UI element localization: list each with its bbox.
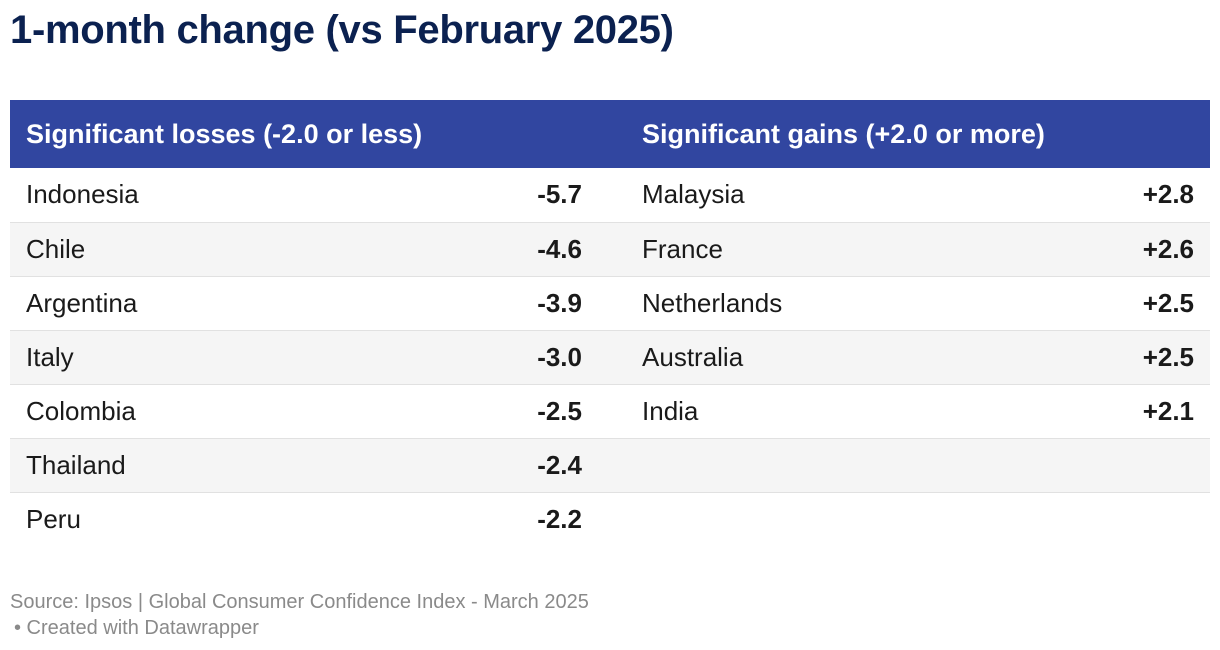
- loss-value: -2.4: [310, 438, 582, 493]
- table-row: Italy -3.0 Australia +2.5: [10, 330, 1211, 385]
- column-gap: [582, 330, 627, 385]
- table-body: Indonesia -5.7 Malaysia +2.8 Chile -4.6 France…: [10, 168, 1211, 546]
- table-row: Thailand -2.4: [10, 438, 1211, 493]
- gain-country: Malaysia: [626, 168, 927, 223]
- credit-note: • Created with Datawrapper: [14, 617, 259, 639]
- column-gap: [582, 222, 627, 277]
- losses-header: Significant losses (-2.0 or less): [26, 118, 423, 149]
- gain-value: +2.1: [926, 384, 1211, 439]
- empty-cell: [926, 438, 1211, 493]
- loss-value: -5.7: [310, 168, 582, 223]
- column-gap: [582, 168, 627, 223]
- table-row: Indonesia -5.7 Malaysia +2.8: [10, 168, 1211, 223]
- table-header-row: Significant losses (-2.0 or less) Signif…: [10, 100, 1211, 168]
- gain-value: +2.5: [926, 330, 1211, 385]
- loss-country: Italy: [10, 330, 310, 385]
- loss-country: Indonesia: [10, 168, 310, 223]
- column-gap: [582, 492, 626, 546]
- gain-country: Netherlands: [626, 276, 927, 331]
- loss-value: -2.5: [310, 384, 582, 439]
- gain-value: +2.6: [926, 222, 1211, 277]
- loss-value: -3.0: [310, 330, 582, 385]
- loss-country: Chile: [10, 222, 310, 277]
- empty-cell: [626, 438, 927, 493]
- column-gap: [582, 384, 627, 439]
- column-gap: [582, 276, 627, 331]
- gain-value: +2.8: [926, 168, 1211, 223]
- empty-cell: [926, 492, 1210, 546]
- loss-value: -3.9: [310, 276, 582, 331]
- table-row: Argentina -3.9 Netherlands +2.5: [10, 276, 1211, 331]
- column-gap: [582, 438, 627, 493]
- change-table: Significant losses (-2.0 or less) Signif…: [10, 100, 1211, 546]
- table-row: Peru -2.2: [10, 492, 1211, 546]
- source-note: Source: Ipsos | Global Consumer Confiden…: [10, 591, 589, 613]
- table-row: Colombia -2.5 India +2.1: [10, 384, 1211, 439]
- chart-footer: Source: Ipsos | Global Consumer Confiden…: [10, 589, 589, 641]
- loss-country: Thailand: [10, 438, 310, 493]
- gain-country: Australia: [626, 330, 927, 385]
- gain-country: India: [626, 384, 927, 439]
- loss-country: Argentina: [10, 276, 310, 331]
- gain-value: +2.5: [926, 276, 1211, 331]
- table-row: Chile -4.6 France +2.6: [10, 222, 1211, 277]
- loss-country: Peru: [26, 503, 81, 534]
- loss-value: -2.2: [537, 503, 582, 534]
- empty-cell: [626, 492, 926, 546]
- loss-country: Colombia: [10, 384, 310, 439]
- chart-title: 1-month change (vs February 2025): [10, 8, 674, 52]
- loss-value: -4.6: [310, 222, 582, 277]
- gains-header: Significant gains (+2.0 or more): [642, 118, 1045, 149]
- gain-country: France: [626, 222, 927, 277]
